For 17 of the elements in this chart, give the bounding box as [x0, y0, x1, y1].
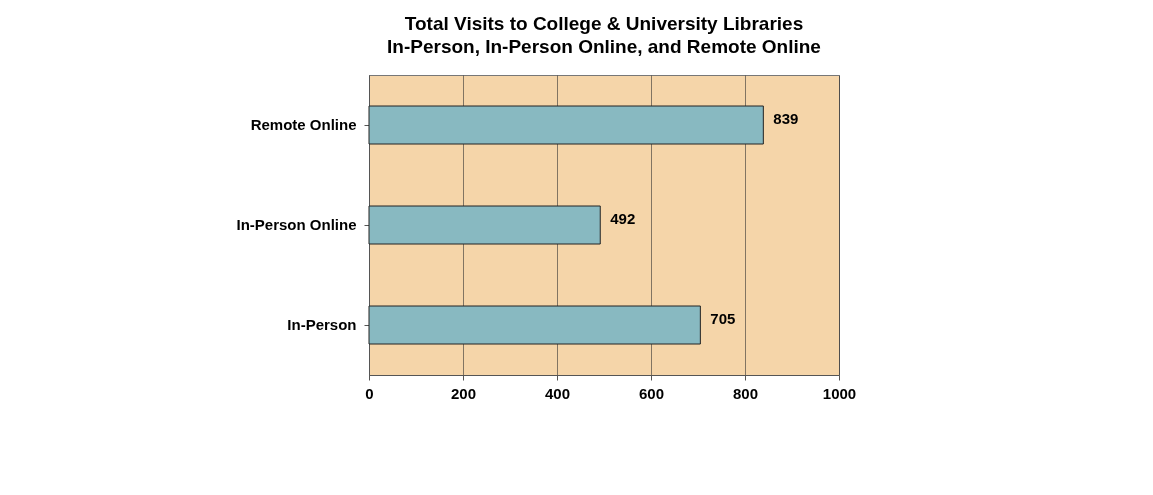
chart-title: Total Visits to College & University Libraries: [404, 13, 804, 34]
data-label: 492: [610, 210, 636, 227]
x-tick-label: 600: [638, 384, 665, 402]
x-tick-label: 1000: [822, 384, 857, 402]
data-label: 705: [710, 310, 736, 327]
x-tick-label: 0: [365, 384, 374, 402]
bar: [368, 205, 601, 245]
data-label: 839: [773, 110, 799, 127]
bar: [368, 305, 701, 345]
y-tick-label: In-Person: [287, 316, 357, 333]
bar: [368, 105, 764, 145]
x-tick-label: 800: [732, 384, 759, 402]
x-tick-label: 200: [450, 384, 477, 402]
chart-subtitle: In-Person, In-Person Online, and Remote Online: [387, 36, 821, 57]
x-tick-label: 400: [544, 384, 571, 402]
y-tick-label: In-Person Online: [236, 216, 357, 233]
y-tick-label: Remote Online: [250, 116, 357, 133]
